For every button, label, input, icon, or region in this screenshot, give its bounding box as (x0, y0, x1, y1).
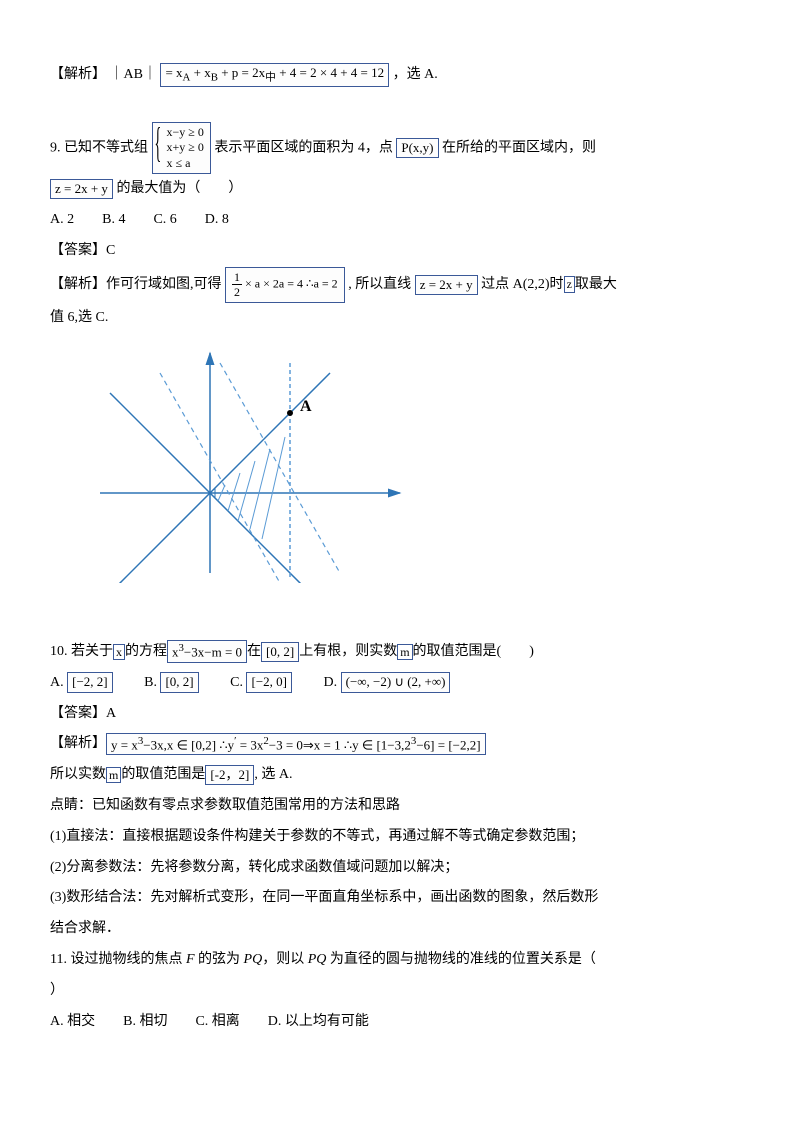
feasible-region-graph: A (90, 343, 410, 583)
frac-bot: 2 (232, 285, 242, 299)
q11-stem2: ） (50, 976, 750, 1007)
q9-area-formula: 1 2 × a × 2a = 4 ∴a = 2 (225, 267, 345, 303)
q8-formula-box: = xA + xB + p = 2x中 + 4 = 2 × 4 + 4 = 12 (160, 63, 389, 87)
q10-m: m (397, 644, 412, 660)
q10-x: x (113, 644, 125, 660)
q9-a3: 过点 A(2,2)时 (481, 277, 563, 292)
q10-options: A. [−2, 2] B. [0, 2] C. [−2, 0] D. (−∞, … (50, 668, 750, 699)
q10-note3b: 结合求解． (50, 914, 750, 945)
q11-stem: 11. 设过抛物线的焦点 F 的弦为 PQ，则以 PQ 为直径的圆与抛物线的准线… (50, 945, 750, 976)
q9-zeq2: z = 2x + y (415, 275, 478, 295)
q9-stem: 9. 已知不等式组 x−y ≥ 0 x+y ≥ 0 x ≤ a 表示平面区域的面… (50, 122, 750, 175)
q9-zeq: z = 2x + y (50, 179, 113, 199)
analysis-label: 【解析】 (50, 67, 106, 82)
q9-stem-2: 表示平面区域的面积为 4，点 (214, 140, 393, 155)
q10-s2: 的方程 (125, 644, 167, 659)
q9-stem-line2: z = 2x + y 的最大值为（ ） (50, 174, 750, 205)
q10-oa: [−2, 2] (67, 672, 113, 692)
frac-rest: × a × 2a = 4 ∴a = 2 (242, 276, 338, 290)
q9-answer: 【答案】C (50, 236, 750, 267)
q10-deriv: y = x3−3x,x ∈ [0,2] ∴y′ = 3x2−3 = 0⇒x = … (106, 733, 486, 756)
q10-line2: 所以实数m的取值范围是[-2，2], 选 A. (50, 760, 750, 791)
q10-od: (−∞, −2) ∪ (2, +∞) (341, 672, 451, 692)
ab-label: ｜AB｜ (110, 67, 157, 82)
q10-stem: 10. 若关于x的方程x3−3x−m = 0在[0, 2]上有根，则实数m的取值… (50, 637, 750, 668)
q9-analysis-line2: 值 6,选 C. (50, 303, 750, 334)
q10-range: [0, 2] (261, 642, 299, 662)
q9-a4: 取最大 (575, 277, 617, 292)
q9-constraints: x−y ≥ 0 x+y ≥ 0 x ≤ a (152, 122, 211, 175)
q11-options: A. 相交 B. 相切 C. 相离 D. 以上均有可能 (50, 1007, 750, 1038)
q8-tail: ，选 A. (393, 67, 438, 82)
q10-note3: (3)数形结合法：先对解析式变形，在同一平面直角坐标系中，画出函数的图象，然后数… (50, 883, 750, 914)
q10-ob: [0, 2] (160, 672, 198, 692)
c2: x+y ≥ 0 (167, 140, 204, 156)
q9-stem-4: 的最大值为（ ） (116, 181, 242, 196)
q9-options: A. 2 B. 4 C. 6 D. 8 (50, 205, 750, 236)
c1: x−y ≥ 0 (167, 125, 204, 141)
q10-oc: [−2, 0] (246, 672, 292, 692)
q10-al: 【解析】 (50, 736, 106, 751)
frac-top: 1 (232, 270, 242, 285)
q9-zchar: z (564, 276, 575, 292)
q10-s5: 的取值范围是( ) (413, 644, 534, 659)
q9-analysis-label: 【解析】作可行域如图,可得 (50, 277, 222, 292)
q9-stem-1: 9. 已知不等式组 (50, 140, 148, 155)
q9-analysis: 【解析】作可行域如图,可得 1 2 × a × 2a = 4 ∴a = 2 , … (50, 267, 750, 303)
q10-s3: 在 (247, 644, 261, 659)
q10-s4: 上有根，则实数 (299, 644, 397, 659)
q10-m2: m (106, 767, 121, 783)
q10-note2: (2)分离参数法：先将参数分离，转化成求函数值域问题加以解决； (50, 853, 750, 884)
q10-analysis: 【解析】y = x3−3x,x ∈ [0,2] ∴y′ = 3x2−3 = 0⇒… (50, 729, 750, 760)
q10-answer: 【答案】A (50, 699, 750, 730)
q10-res: [-2，2] (205, 765, 254, 785)
q10-note-title: 点睛：已知函数有零点求参数取值范围常用的方法和思路 (50, 791, 750, 822)
point-a-label: A (300, 398, 312, 415)
q10-note1: (1)直接法：直接根据题设条件构建关于参数的不等式，再通过解不等式确定参数范围； (50, 822, 750, 853)
q9-a2: , 所以直线 (348, 277, 411, 292)
q10-eq: x3−3x−m = 0 (167, 640, 247, 663)
q9-pxy: P(x,y) (396, 138, 438, 158)
q9-graph: A (90, 343, 750, 596)
q10-s1: 10. 若关于 (50, 644, 113, 659)
c3: x ≤ a (167, 156, 204, 172)
q8-analysis: 【解析】 ｜AB｜ = xA + xB + p = 2x中 + 4 = 2 × … (50, 60, 750, 91)
q9-stem-3: 在所给的平面区域内，则 (442, 140, 596, 155)
